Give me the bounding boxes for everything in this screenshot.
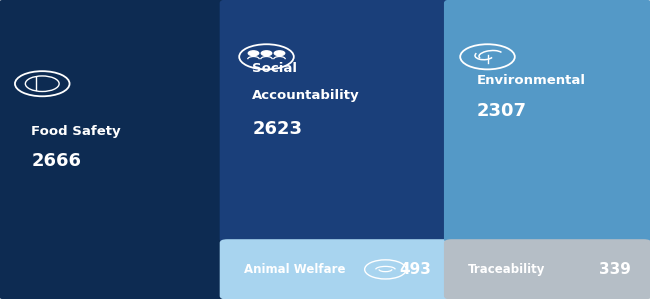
Text: 493: 493 [399, 262, 431, 277]
Text: 2307: 2307 [476, 102, 526, 120]
Circle shape [274, 51, 285, 56]
FancyBboxPatch shape [444, 239, 650, 299]
FancyBboxPatch shape [444, 0, 650, 243]
Text: Accountability: Accountability [252, 89, 360, 102]
Text: Animal Welfare: Animal Welfare [244, 263, 345, 276]
Text: 339: 339 [599, 262, 630, 277]
Text: Food Safety: Food Safety [31, 125, 121, 138]
Circle shape [248, 51, 259, 56]
Text: 2623: 2623 [252, 120, 302, 138]
Text: Environmental: Environmental [476, 74, 586, 87]
Text: Traceability: Traceability [468, 263, 545, 276]
Text: Social: Social [252, 62, 297, 75]
Text: 2666: 2666 [31, 152, 81, 170]
FancyBboxPatch shape [220, 239, 452, 299]
FancyBboxPatch shape [220, 0, 452, 243]
FancyBboxPatch shape [0, 0, 227, 299]
Circle shape [261, 51, 272, 56]
